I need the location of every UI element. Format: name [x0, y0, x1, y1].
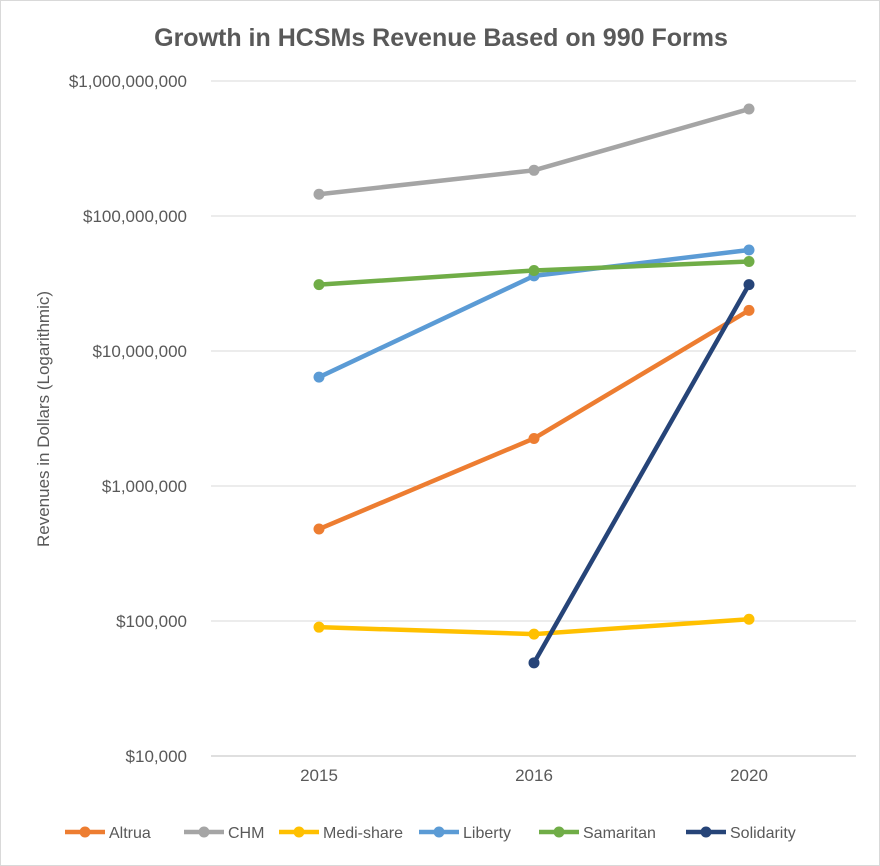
y-tick-label: $1,000,000,000: [69, 72, 187, 91]
legend-item-samaritan: Samaritan: [539, 825, 656, 842]
data-point-samaritan: [743, 256, 755, 268]
y-axis-ticks: $10,000 $100,000 $1,000,000 $10,000,000 $100…: [69, 72, 187, 766]
data-point-medi-share: [313, 621, 325, 633]
x-tick-label: 2015: [300, 766, 338, 785]
data-point-samaritan: [313, 279, 325, 291]
y-tick-label: $100,000: [116, 612, 187, 631]
legend-swatch-marker: [700, 826, 712, 838]
legend-label: Altrua: [109, 825, 151, 842]
y-tick-label: $1,000,000: [102, 477, 187, 496]
data-point-samaritan: [528, 264, 540, 276]
data-point-liberty: [743, 244, 755, 256]
legend-item-chm: CHM: [184, 825, 264, 842]
series-line-solidarity: [531, 282, 752, 666]
y-tick-label: $10,000: [126, 747, 187, 766]
data-point-altrua: [313, 523, 325, 535]
x-tick-label: 2020: [730, 766, 768, 785]
data-point-liberty: [313, 371, 325, 383]
data-point-chm: [528, 164, 540, 176]
legend-label: Liberty: [463, 825, 511, 842]
legend-swatch-marker: [198, 826, 210, 838]
series-samaritan: [313, 256, 755, 291]
chart-title: Growth in HCSMs Revenue Based on 990 For…: [154, 24, 728, 52]
x-tick-label: 2016: [515, 766, 553, 785]
data-point-chm: [743, 103, 755, 115]
y-tick-label: $10,000,000: [92, 342, 187, 361]
data-point-solidarity: [528, 657, 540, 669]
legend-item-altrua: Altrua: [65, 825, 151, 842]
data-point-medi-share: [743, 613, 755, 625]
legend-swatch-marker: [553, 826, 565, 838]
y-tick-label: $100,000,000: [83, 207, 187, 226]
data-point-chm: [313, 188, 325, 200]
data-point-medi-share: [528, 628, 540, 640]
legend-label: Medi-share: [323, 825, 403, 842]
legend: Altrua CHM Medi-share Liberty Samaritan Solid…: [65, 825, 796, 842]
data-point-solidarity: [743, 279, 755, 291]
x-axis-ticks: 2015 2016 2020: [300, 766, 768, 785]
legend-label: Solidarity: [730, 825, 796, 842]
series-altrua: [313, 304, 755, 535]
legend-item-solidarity: Solidarity: [686, 825, 796, 842]
gridlines: [211, 80, 856, 757]
series-line-chm: [316, 106, 752, 197]
series-medi-share: [313, 613, 755, 640]
legend-swatch-marker: [79, 826, 91, 838]
legend-swatch-marker: [293, 826, 305, 838]
y-axis-label: Revenues in Dollars (Logarithmic): [34, 291, 53, 547]
legend-label: Samaritan: [583, 825, 656, 842]
legend-swatch-marker: [433, 826, 445, 838]
data-point-altrua: [528, 432, 540, 444]
data-point-altrua: [743, 304, 755, 316]
series-line-altrua: [316, 308, 752, 532]
legend-item-medi-share: Medi-share: [279, 825, 403, 842]
series-solidarity: [528, 279, 755, 669]
series-chm: [313, 103, 755, 200]
legend-label: CHM: [228, 825, 264, 842]
series-lines: [313, 103, 755, 669]
legend-item-liberty: Liberty: [419, 825, 511, 842]
